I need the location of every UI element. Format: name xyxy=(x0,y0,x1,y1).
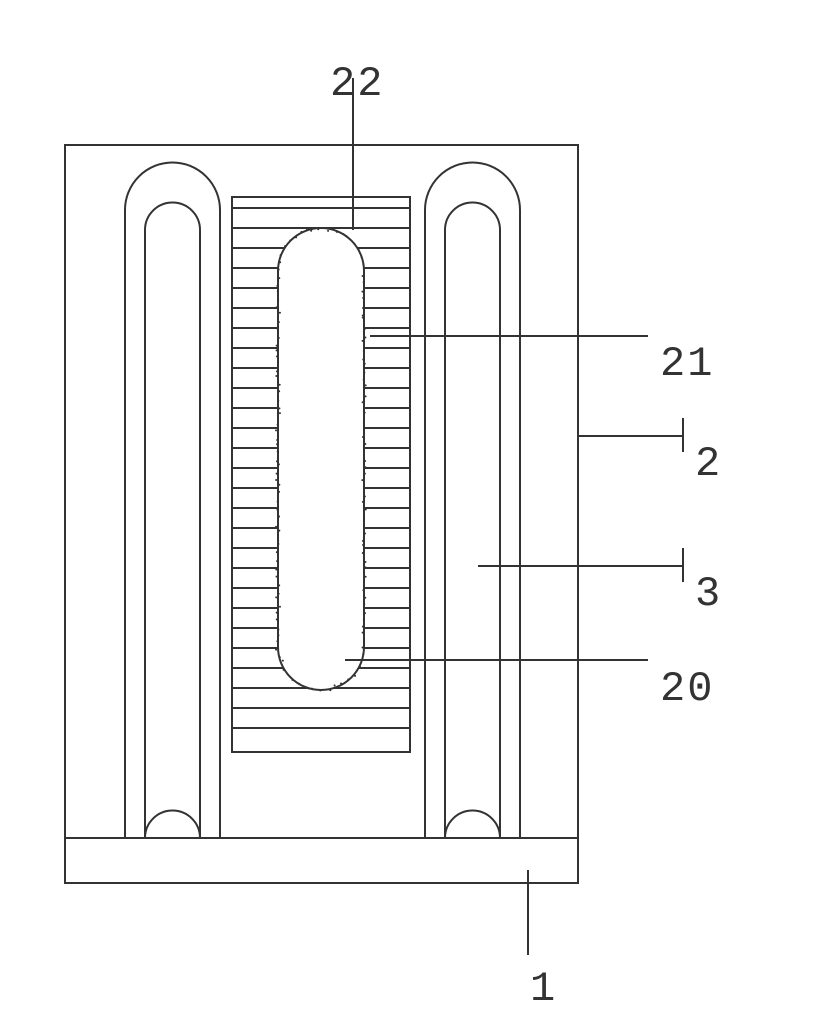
label-1: 1 xyxy=(530,965,557,1013)
label-20: 20 xyxy=(660,665,714,713)
label-2: 2 xyxy=(695,440,722,488)
label-3: 3 xyxy=(695,570,722,618)
label-22: 22 xyxy=(330,60,384,108)
technical-diagram xyxy=(0,0,821,1000)
label-21: 21 xyxy=(660,340,714,388)
